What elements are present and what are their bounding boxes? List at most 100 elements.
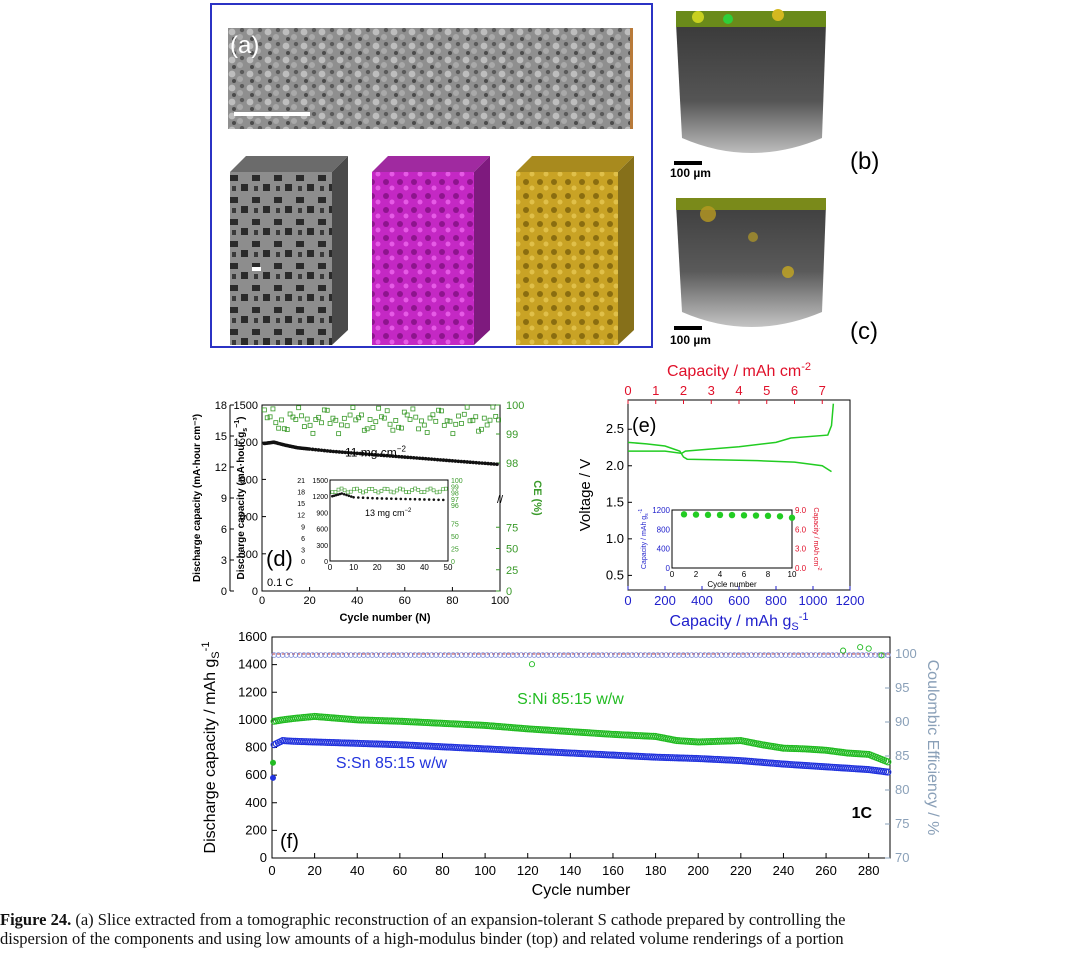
x-tick-label-f: 240 — [773, 863, 795, 878]
top-tick-label-e: 6 — [791, 383, 798, 398]
scale-bar-c — [674, 326, 702, 330]
ce-point-sn-f — [441, 652, 448, 658]
ce-point-d — [310, 430, 316, 436]
ce-point-d — [384, 408, 390, 414]
ce-point-d — [333, 417, 339, 423]
ce-point-sn-f — [552, 652, 559, 658]
ce-point-sn-f — [850, 652, 857, 658]
capacity-point-d — [459, 459, 464, 464]
ce-point-sn-f — [667, 652, 674, 658]
ce-point-sn-f — [403, 652, 410, 658]
x-tick-label-f: 120 — [517, 863, 539, 878]
ce-point-d — [321, 407, 327, 413]
x-tick-label-f: 80 — [435, 863, 449, 878]
x-tick-label-d: 60 — [399, 595, 411, 607]
y-tick-label-e: 2.0 — [606, 458, 624, 473]
inset-ce-point-d — [428, 486, 433, 491]
capacity-point-d — [444, 458, 449, 463]
ce-point-sn-f — [352, 652, 358, 658]
panel-a-frame — [210, 3, 653, 348]
ce-point-sn-f — [701, 652, 708, 658]
capacity-point-d — [394, 454, 398, 459]
ce-point-d — [304, 416, 310, 422]
inset-capacity-point-d — [399, 497, 403, 501]
inset-x-tick-e: 2 — [694, 570, 699, 579]
ce-point-d — [344, 423, 350, 429]
ce-point-sn-f — [603, 652, 610, 658]
x-tick-label-e: 1000 — [799, 593, 828, 608]
ce-point-sn-f — [735, 652, 742, 658]
ce-point-d — [493, 413, 499, 419]
ce-point-sn-f — [812, 652, 819, 658]
ce-point-d — [264, 415, 270, 421]
inset-capacity-point-d — [361, 496, 365, 500]
ce-point-sn-f — [565, 652, 572, 658]
capacity-point-d — [307, 447, 312, 451]
ce-point-sn-f — [544, 652, 550, 658]
inset-capacity-point-d — [404, 497, 407, 501]
inset-ce-point-d — [355, 486, 359, 491]
inset-ce-point-d — [370, 487, 375, 491]
ce-point-sn-f — [731, 652, 738, 658]
inset-x-label-e: Cycle number — [707, 580, 757, 589]
capacity-point-f — [860, 750, 868, 758]
panel-label-f: (f) — [280, 831, 299, 853]
ce-point-sn-f — [684, 652, 691, 658]
capacity-point-d — [388, 454, 392, 458]
scale-bar-b — [674, 161, 702, 165]
capacity-point-d — [462, 459, 467, 464]
tomography-image-c — [674, 198, 826, 330]
inset-right-tick-d: 25 — [451, 547, 459, 554]
inset-y-tick-e: 1200 — [652, 506, 670, 515]
capacity-point-d — [403, 455, 407, 459]
ce-point-sn-f — [868, 652, 874, 658]
x-tick-label-f: 280 — [858, 863, 880, 878]
outer-y-tick-label-d: 3 — [221, 555, 227, 567]
ce-point-sn-f — [505, 652, 512, 658]
capacity-point-d — [435, 457, 440, 462]
capacity-point-d — [325, 449, 330, 453]
inset-capacity-point-d — [347, 494, 351, 498]
ce-point-d — [467, 418, 473, 424]
ce-point-sn-f — [761, 652, 768, 658]
right-tick-label-d: 99 — [506, 429, 518, 441]
right-tick-label-f: 70 — [895, 850, 909, 865]
inset-ce-point-d — [394, 488, 399, 493]
ce-point-sn-f — [791, 652, 797, 658]
inset-y-tick-e: 0 — [666, 564, 671, 573]
caption-line1: (a) Slice extracted from a tomographic r… — [71, 910, 846, 929]
capacity-point-d — [408, 455, 413, 460]
ce-point-d — [373, 419, 379, 425]
inset-capacity-point-d — [418, 498, 421, 501]
ce-point-sn-f — [411, 652, 418, 658]
right-tick-label-d: 100 — [506, 400, 524, 412]
capacity-point-d — [367, 452, 371, 457]
ce-point-sn-f — [825, 652, 831, 658]
ce-point-d — [450, 431, 456, 437]
scale-bar-volume — [252, 267, 261, 271]
y-tick-label-f: 1200 — [238, 684, 267, 699]
ce-point-d — [361, 427, 367, 433]
ce-point-sn-f — [795, 652, 802, 658]
inset-point-e — [788, 514, 796, 521]
y-tick-label-d: 300 — [240, 549, 258, 561]
capacity-point-d — [391, 454, 395, 458]
ce-point-d — [496, 417, 501, 423]
capacity-point-d — [340, 450, 345, 454]
ce-point-d — [379, 414, 384, 420]
ce-point-sn-f — [804, 652, 810, 658]
ce-point-sn-f — [723, 652, 729, 658]
right-tick-label-d: 98 — [506, 458, 518, 470]
ce-point-sn-f — [394, 652, 401, 658]
x-tick-label-f: 20 — [307, 863, 321, 878]
capacity-point-d — [429, 457, 434, 461]
ce-point-d — [490, 404, 496, 410]
inset-ce-point-d — [364, 489, 368, 494]
capacity-point-d — [432, 457, 437, 462]
ce-point-sn-f — [480, 652, 486, 658]
inset-right-tick-d: 99 — [451, 484, 459, 491]
ce-point-d — [456, 413, 461, 419]
capacity-point-d — [310, 447, 315, 452]
ce-point-d — [459, 421, 464, 426]
ce-point-sn-f — [718, 652, 725, 658]
